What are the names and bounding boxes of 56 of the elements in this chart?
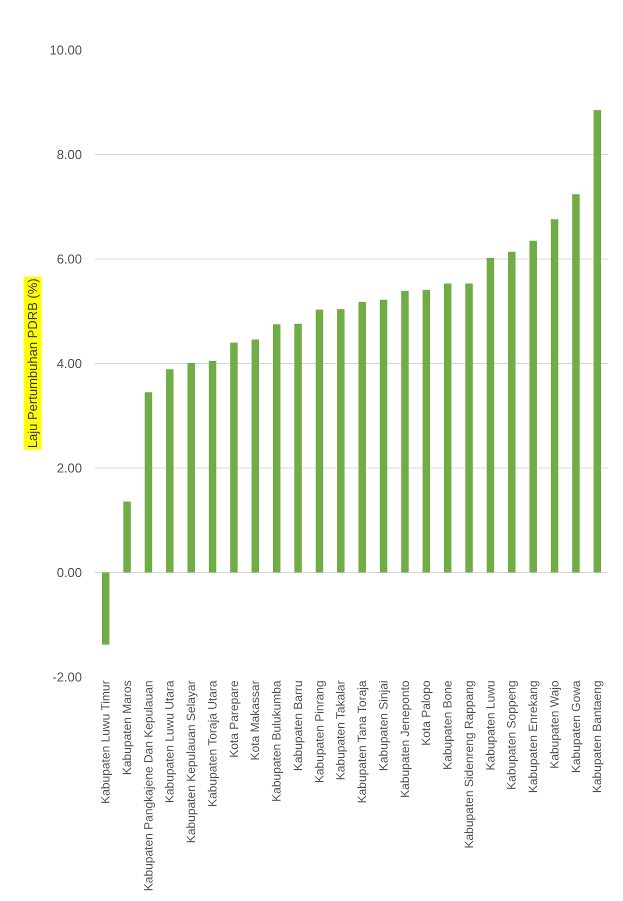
y-tick-label: 6.00 (56, 252, 82, 267)
x-tick-label: Kabupaten Toraja Utara (205, 680, 220, 807)
x-tick-label: Kabupaten Bulukumba (270, 680, 284, 802)
x-tick-label: Kabupaten Gowa (568, 680, 583, 774)
bar (594, 110, 602, 572)
bar (144, 392, 152, 572)
x-tick-label: Kota Parepare (226, 680, 241, 758)
y-tick-label: 4.00 (56, 356, 82, 372)
bar (358, 302, 366, 572)
y-tick-label: 2.00 (56, 460, 82, 476)
x-tick-label: Kabupaten Kepulauan Selayar (184, 680, 198, 844)
bar (252, 339, 260, 572)
x-tick-label: Kabupaten Luwu Utara (162, 680, 177, 804)
y-tick-label: -2.00 (52, 670, 82, 685)
x-tick-label: Kabupaten Luwu Timur (98, 680, 113, 804)
bar (208, 360, 216, 572)
x-tick-label: Kota Palopo (419, 680, 434, 746)
bar (187, 362, 195, 572)
bar (550, 219, 558, 572)
bar (337, 309, 345, 572)
bar (486, 258, 494, 572)
bar (572, 194, 580, 572)
x-tick-label: Kabupaten Sinjai (376, 680, 390, 772)
x-tick-label: Kabupaten Maros (120, 680, 134, 776)
x-tick-label: Kabupaten Enrekang (526, 680, 540, 794)
bar (272, 324, 280, 572)
bar (316, 310, 324, 572)
bar (529, 240, 537, 572)
x-tick-label: Kabupaten Barru (290, 680, 305, 772)
x-tick-label: Kabupaten Takalar (334, 680, 348, 780)
bar (380, 300, 388, 572)
x-tick-label: Kota Makassar (248, 680, 262, 760)
bar (508, 252, 516, 572)
bar (294, 324, 302, 572)
x-tick-label: Kabupaten Tana Toraja (355, 680, 370, 804)
bar (123, 501, 131, 572)
x-tick-label: Kabupaten Bantaeng (590, 680, 604, 794)
y-tick-label: 8.00 (56, 147, 82, 162)
x-tick-label: Kabupaten Pangkajene Dan Kepulauan (141, 680, 156, 892)
bar (444, 284, 452, 572)
x-tick-label: Kabupaten Luwu (483, 680, 498, 770)
x-tick-label: Kabupaten Pinrang (312, 680, 326, 784)
y-tick-label: 0.00 (56, 565, 82, 580)
y-tick-label: 10.00 (49, 42, 82, 58)
bar (230, 342, 238, 572)
bar (102, 572, 110, 645)
x-tick-label: Kabupaten Bone (440, 680, 455, 770)
bar (401, 290, 409, 572)
x-tick-label: Kabupaten Jeneponto (398, 680, 412, 798)
x-tick-label: Kabupaten Wajo (547, 680, 562, 769)
bar (422, 290, 430, 572)
x-tick-label: Kabupaten Soppeng (504, 680, 519, 790)
x-tick-label: Kabupaten Sidenreng Rappang (462, 680, 476, 849)
bar (465, 284, 473, 572)
bar (166, 369, 174, 572)
y-axis-title: Laju Pertumbuhan PDRB (%) (25, 278, 40, 448)
